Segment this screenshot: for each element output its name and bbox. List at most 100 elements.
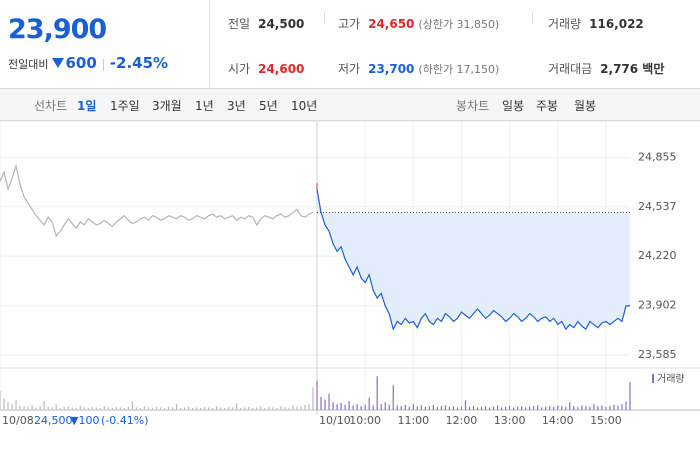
volume-bar	[408, 406, 410, 410]
volume-bar	[11, 404, 13, 410]
volume-bar	[549, 406, 551, 410]
x-tick-label: 10/10	[319, 414, 351, 427]
volume-bar	[589, 406, 591, 410]
volume-bar	[312, 387, 314, 410]
volume-bar	[212, 408, 214, 410]
tab[interactable]: 1년	[195, 99, 214, 113]
volume-bar	[545, 406, 547, 410]
volume-bar	[513, 407, 515, 410]
volume-bar	[111, 408, 113, 410]
tab[interactable]: 일봉	[502, 99, 525, 113]
volume-bar	[440, 406, 443, 410]
volume-bar	[208, 407, 210, 410]
tab[interactable]: 3년	[227, 99, 246, 113]
tab[interactable]: 월봉	[574, 99, 597, 113]
volume-bar	[268, 406, 270, 410]
volume-bar	[412, 404, 414, 410]
volume-bar	[537, 405, 539, 410]
volume-bar	[372, 405, 374, 410]
volume-bar	[569, 402, 571, 410]
stat-label: 저가	[338, 62, 361, 76]
volume-bar	[316, 380, 318, 410]
volume-bar	[167, 406, 170, 410]
chart: 24,855 24,537 24,220 23,902 23,585 10/08 10/10…	[0, 121, 700, 427]
stat-value: 23,700	[368, 62, 415, 76]
volume-bar	[308, 404, 310, 410]
volume-bar	[448, 406, 451, 410]
x-tick-label: 12:00	[446, 414, 478, 427]
y-tick-label: 23,902	[638, 299, 677, 312]
x-tick-label: 10:00	[349, 414, 381, 427]
volume-bar	[244, 407, 246, 410]
stat-label: 시가	[228, 62, 251, 76]
volume-bar	[171, 407, 174, 410]
volume-bar	[509, 406, 511, 410]
volume-bar	[155, 406, 158, 410]
volume-bar	[63, 406, 65, 410]
x-tick-label: 13:00	[494, 414, 526, 427]
tab[interactable]: 5년	[259, 99, 278, 113]
volume-bar	[27, 406, 29, 410]
tab[interactable]: 1주일	[110, 99, 140, 113]
volume-bar	[617, 405, 619, 410]
change-row: 전일대비 600 -2.45%	[8, 54, 168, 72]
volume-bar	[83, 407, 85, 410]
y-tick-label: 23,585	[638, 348, 677, 361]
volume-bar	[324, 399, 326, 410]
volume-bar	[533, 406, 535, 410]
volume-bar	[400, 406, 402, 410]
price-box: 23,900 전일대비 600 -2.45%	[0, 0, 210, 88]
volume-bar	[460, 406, 463, 410]
tab[interactable]: 3개월	[152, 99, 182, 113]
volume-bar	[577, 406, 579, 410]
volume-bar	[135, 407, 138, 410]
change: 600	[65, 54, 97, 72]
volume-bar	[472, 406, 475, 410]
stat-note: (상한가 31,850)	[418, 18, 500, 31]
volume-bar	[621, 404, 623, 410]
volume-bar	[452, 406, 455, 410]
volume-bar	[91, 406, 93, 410]
volume-bar	[31, 404, 33, 410]
x-tick-label: 11:00	[397, 414, 429, 427]
volume-bar	[288, 407, 290, 410]
volume-bar	[476, 407, 479, 410]
volume-bar	[151, 408, 154, 410]
price-line	[0, 163, 314, 238]
stat-value: 24,650	[368, 17, 415, 31]
volume-bar	[131, 401, 134, 410]
volume-bar	[123, 408, 125, 410]
volume-bar	[276, 408, 278, 410]
volume-bar	[404, 404, 406, 410]
change-label: 전일대비	[8, 58, 49, 71]
volume-bar	[87, 408, 89, 410]
volume-bar	[356, 404, 358, 410]
volume-bar	[200, 408, 202, 410]
volume-bar	[75, 408, 77, 410]
volume-bar	[147, 407, 150, 410]
volume-bar	[95, 407, 97, 410]
volume-bar	[71, 407, 73, 410]
volume-bar	[492, 406, 495, 410]
volume-bar	[380, 404, 382, 410]
tab[interactable]: 10년	[291, 99, 318, 113]
volume-bar	[420, 405, 422, 410]
legend-label: 거래량	[657, 373, 685, 385]
volume-bar	[432, 404, 434, 410]
tab[interactable]: 1일	[77, 99, 97, 113]
volume-bar	[0, 390, 1, 410]
stat-value: 24,500	[258, 17, 305, 31]
volume-bar	[428, 406, 430, 410]
stat: 저가 23,700 (하한가 17,150)	[338, 60, 499, 77]
volume-bar	[59, 408, 61, 410]
volume-bar	[35, 407, 37, 410]
volume-bar	[300, 406, 302, 410]
volume-bar	[328, 393, 330, 410]
volume-bar	[248, 406, 250, 410]
stat-value: 2,776 백만	[600, 62, 665, 76]
tab[interactable]: 주봉	[536, 99, 559, 113]
volume-bar	[396, 405, 398, 410]
volume-bar	[220, 407, 222, 410]
volume-bar	[228, 406, 230, 410]
volume-bar	[252, 408, 254, 410]
